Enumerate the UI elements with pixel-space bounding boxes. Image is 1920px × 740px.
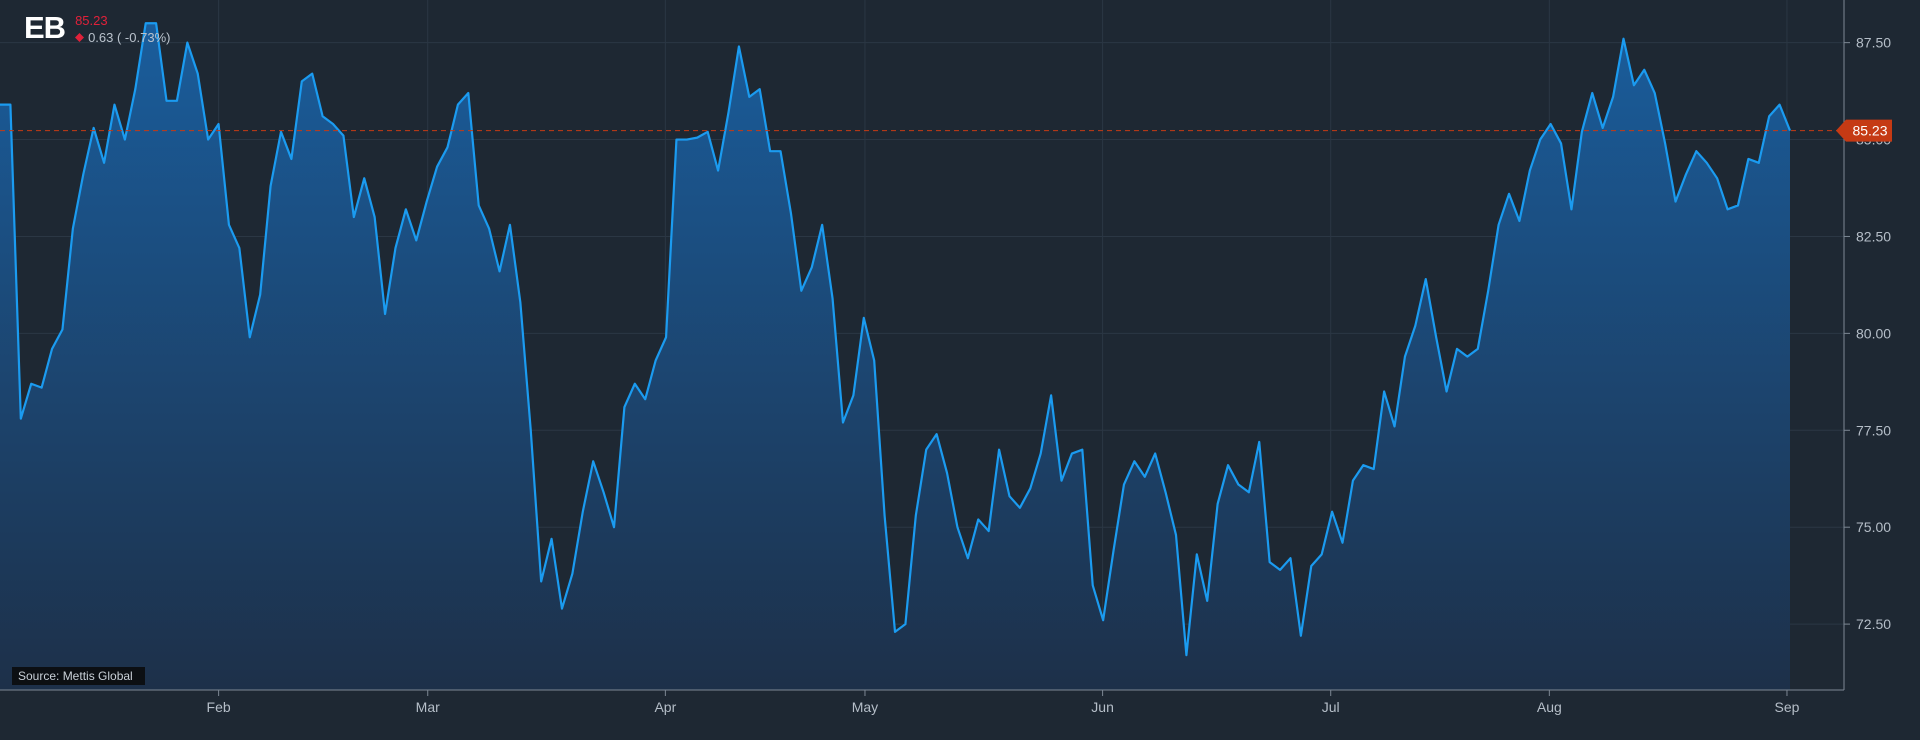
- y-tick-label: 75.00: [1856, 519, 1891, 535]
- y-tick-label: 80.00: [1856, 325, 1891, 341]
- x-tick-label: Mar: [416, 699, 440, 715]
- x-tick-label: May: [852, 699, 878, 715]
- diamond-down-icon: [75, 33, 85, 42]
- current-price: 85.23: [75, 13, 108, 28]
- y-tick-label: 87.50: [1856, 35, 1891, 51]
- ticker-symbol: EB: [24, 10, 66, 45]
- y-tick-label: 82.50: [1856, 228, 1891, 244]
- series-area: [0, 23, 1790, 690]
- x-tick-label: Apr: [654, 699, 676, 715]
- x-tick-label: Jul: [1322, 699, 1340, 715]
- last-price-marker: [1836, 119, 1892, 142]
- price-change: 0.63 ( -0.73%): [88, 30, 171, 45]
- source-label: Source: Mettis Global: [12, 667, 145, 685]
- x-tick-label: Sep: [1775, 699, 1800, 715]
- x-axis-ticks: Feb Mar Apr May Jun Jul Aug Sep: [207, 690, 1800, 715]
- x-tick-label: Jun: [1091, 699, 1114, 715]
- y-tick-label: 77.50: [1856, 422, 1891, 438]
- x-tick-label: Aug: [1537, 699, 1562, 715]
- last-price-label: 85.23: [1852, 123, 1887, 139]
- quote-block: 85.23 0.63 ( -0.73%): [75, 13, 170, 45]
- quote-header: EB 85.23 0.63 ( -0.73%): [24, 10, 170, 46]
- x-tick-label: Feb: [207, 699, 231, 715]
- y-tick-label: 72.50: [1856, 616, 1891, 632]
- series-line: [0, 22, 1792, 657]
- area-layer: [0, 22, 1792, 690]
- price-change-row: 0.63 ( -0.73%): [75, 30, 170, 45]
- chart-axes: [0, 0, 1845, 691]
- last-price-layer: 85.23: [0, 119, 1892, 142]
